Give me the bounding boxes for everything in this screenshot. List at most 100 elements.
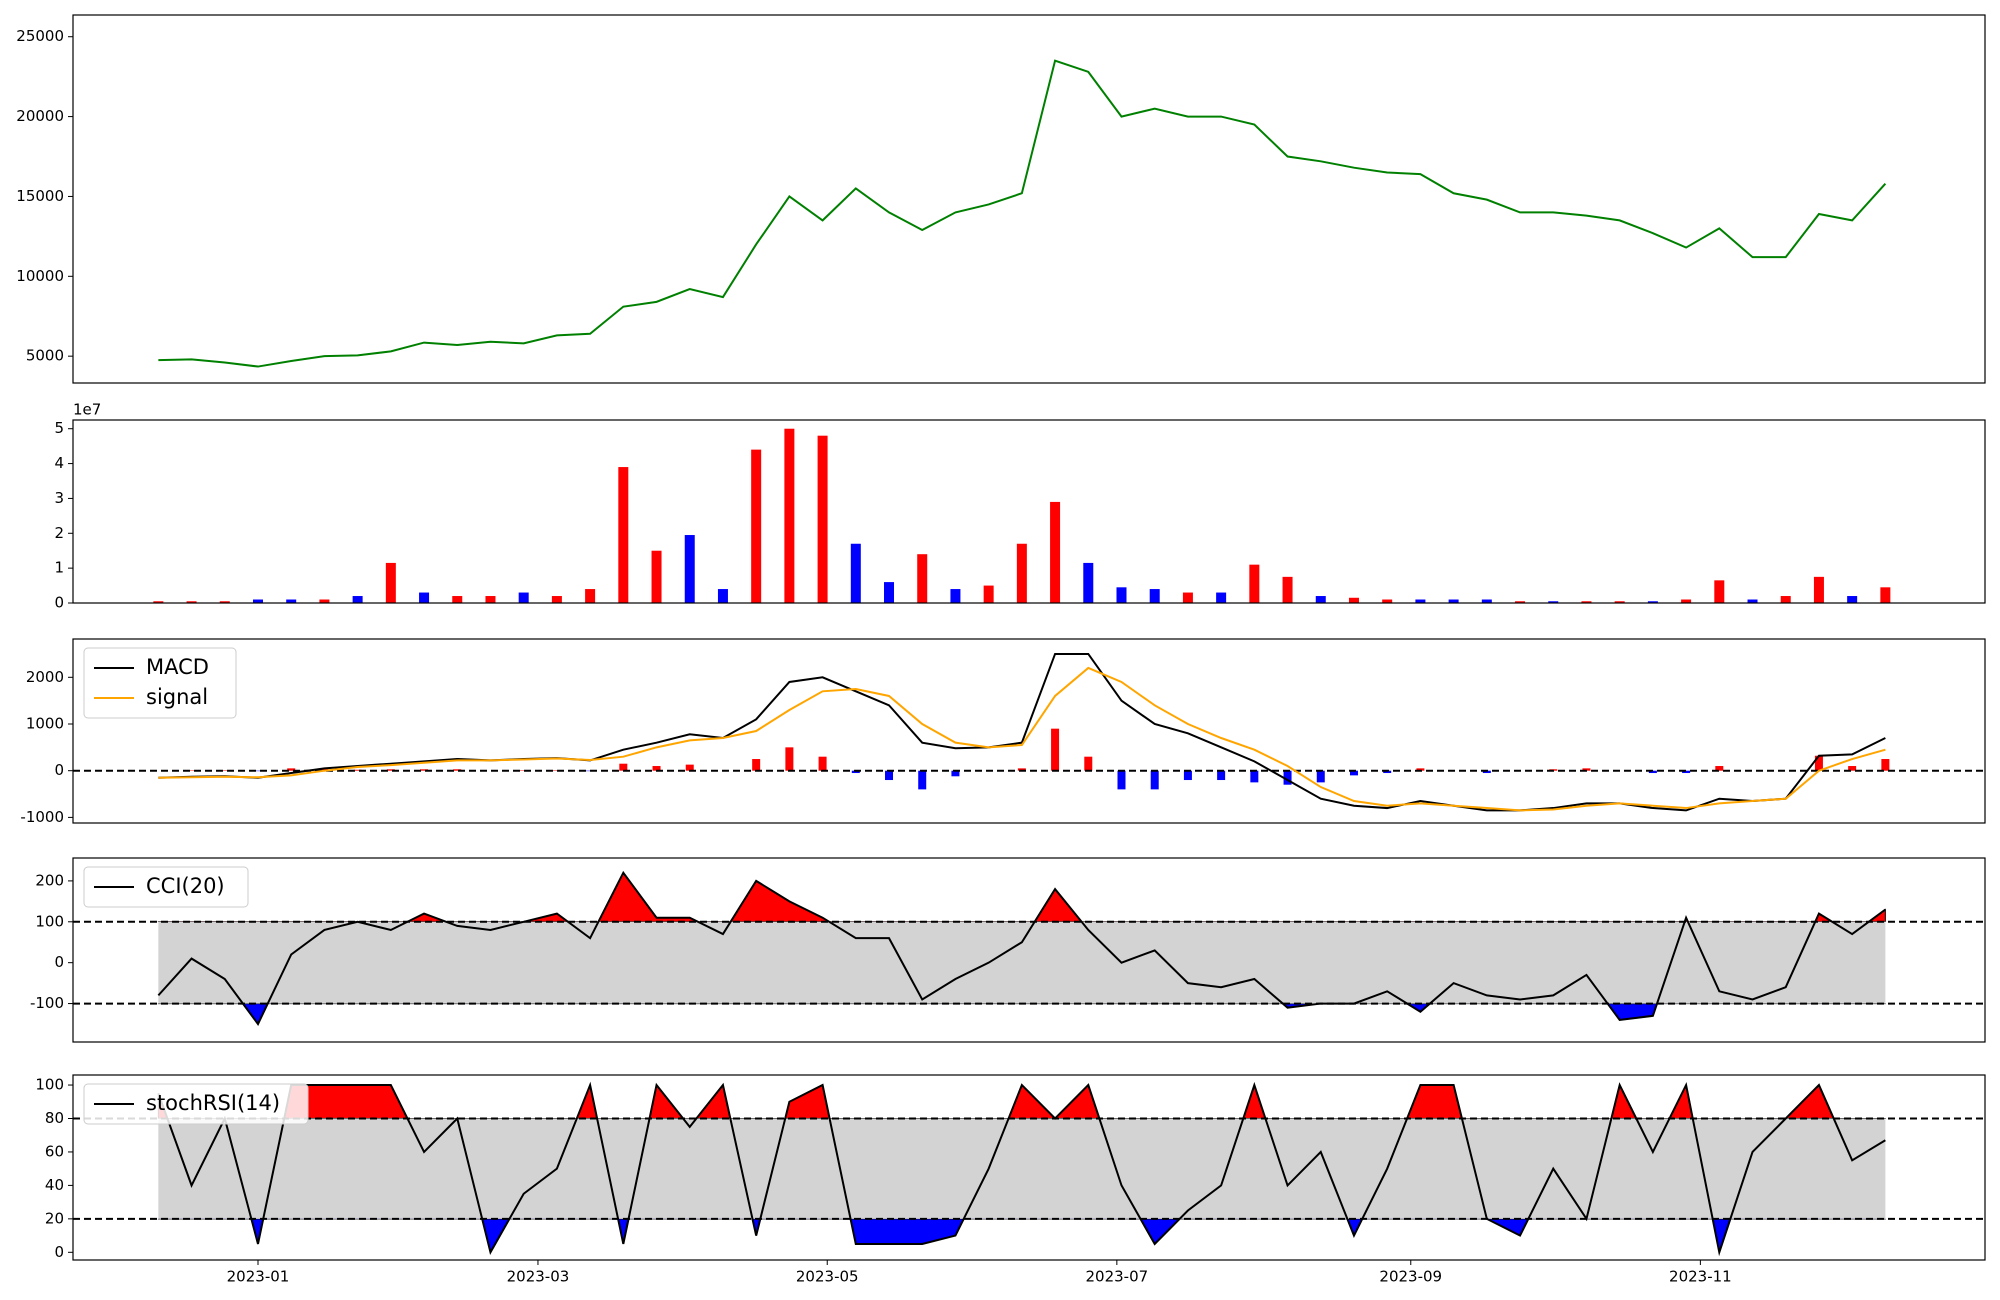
y-tick-label: 20000 <box>16 107 64 125</box>
histogram-bar <box>752 759 761 771</box>
volume-bar <box>884 582 895 603</box>
volume-bar <box>419 592 430 603</box>
histogram-bar <box>619 763 628 771</box>
histogram-bar <box>353 769 362 771</box>
volume-bar <box>1182 592 1193 603</box>
histogram-bar <box>1183 770 1192 781</box>
volume-bar <box>1647 601 1658 603</box>
y-tick-label: 0 <box>54 953 64 971</box>
volume-bar <box>850 543 861 603</box>
volume-bar <box>1813 576 1824 603</box>
y-tick-label: 100 <box>35 1076 64 1094</box>
series-line <box>158 59 1887 368</box>
volume-bar <box>1116 587 1127 603</box>
histogram-bar <box>818 756 827 771</box>
y-tick-label: 0 <box>54 1243 64 1261</box>
panel <box>73 1081 1985 1257</box>
y-tick-label: 100 <box>35 912 64 930</box>
x-tick-label: 2023-01 <box>227 1268 290 1286</box>
histogram-bar <box>951 770 960 777</box>
histogram-bar <box>320 768 329 771</box>
histogram-bar <box>1648 770 1657 774</box>
volume-bar <box>1016 543 1027 603</box>
volume-bar <box>1348 597 1359 603</box>
histogram-bar <box>685 764 694 771</box>
histogram-bar <box>1150 770 1159 790</box>
volume-bar <box>1149 589 1160 603</box>
volume-bar <box>1747 599 1758 603</box>
y-tick-label: 60 <box>45 1142 64 1160</box>
volume-bar <box>1382 599 1393 603</box>
axes-frame <box>72 857 1986 1043</box>
volume-bar <box>385 562 396 603</box>
volume-bar <box>551 596 562 603</box>
histogram-bar <box>386 769 395 771</box>
histogram-bar <box>1017 768 1026 771</box>
y-tick-label: 5 <box>54 419 64 437</box>
volume-bar <box>1481 599 1492 603</box>
histogram-bar <box>287 768 296 771</box>
volume-bar <box>518 592 529 603</box>
volume-bar <box>1249 564 1260 603</box>
legend: CCI(20) <box>83 866 249 908</box>
volume-bar <box>1448 599 1459 603</box>
volume-bar <box>1880 587 1891 603</box>
y-tick-label: 10000 <box>16 267 64 285</box>
volume-bar <box>1847 596 1858 603</box>
y-tick-label: -100 <box>30 994 64 1012</box>
volume-bar <box>1315 596 1326 603</box>
volume-bar <box>585 589 596 603</box>
panel <box>73 870 1985 1026</box>
legend-box <box>83 1083 309 1125</box>
volume-bar <box>1581 601 1592 603</box>
histogram-bar <box>851 770 860 774</box>
volume-bar <box>950 589 961 603</box>
y-tick-label: 3 <box>54 489 64 507</box>
y-tick-label: 2000 <box>26 668 64 686</box>
histogram-bar <box>1814 755 1823 771</box>
y-tick-label: 80 <box>45 1109 64 1127</box>
volume-bar <box>452 596 463 603</box>
volume-bar <box>352 596 363 603</box>
volume-bar <box>1780 596 1791 603</box>
axes-frame <box>72 1074 1986 1261</box>
y-tick-label: 200 <box>35 871 64 889</box>
y-tick-label: 0 <box>54 761 64 779</box>
histogram-bar <box>885 770 894 781</box>
histogram-bar <box>1715 766 1724 771</box>
legend-box <box>83 866 249 908</box>
y-tick-label: 4 <box>54 454 64 472</box>
x-tick-label: 2023-11 <box>1669 1268 1732 1286</box>
histogram-bar <box>1848 766 1857 771</box>
volume-bar <box>917 554 928 603</box>
histogram-bar <box>1117 770 1126 790</box>
volume-bar <box>784 428 795 603</box>
volume-bar <box>983 585 994 603</box>
series-line <box>158 666 1886 812</box>
histogram-bar <box>1316 770 1325 783</box>
volume-bar <box>286 599 297 603</box>
y-tick-label: 2 <box>54 524 64 542</box>
volume-bar <box>751 449 762 603</box>
volume-bar <box>1415 599 1426 603</box>
volume-bar <box>717 589 728 603</box>
histogram-bar <box>1250 770 1259 783</box>
histogram-bar <box>1482 770 1491 774</box>
x-tick-label: 2023-03 <box>507 1268 570 1286</box>
volume-bar <box>1050 501 1061 603</box>
panel <box>153 428 1891 603</box>
histogram-bar <box>918 770 927 790</box>
x-tick-label: 2023-05 <box>796 1268 859 1286</box>
histogram-bar <box>1682 770 1691 774</box>
x-tick-label: 2023-07 <box>1086 1268 1149 1286</box>
volume-bar <box>1515 601 1526 603</box>
y-tick-label: 5000 <box>26 347 64 365</box>
histogram-bar <box>453 769 462 771</box>
volume-bar <box>1614 601 1625 603</box>
y-offset-label: 1e7 <box>73 401 101 419</box>
y-tick-label: 0 <box>54 594 64 612</box>
volume-bar <box>319 599 330 603</box>
volume-bar <box>1548 601 1559 603</box>
volume-bar <box>651 550 662 603</box>
